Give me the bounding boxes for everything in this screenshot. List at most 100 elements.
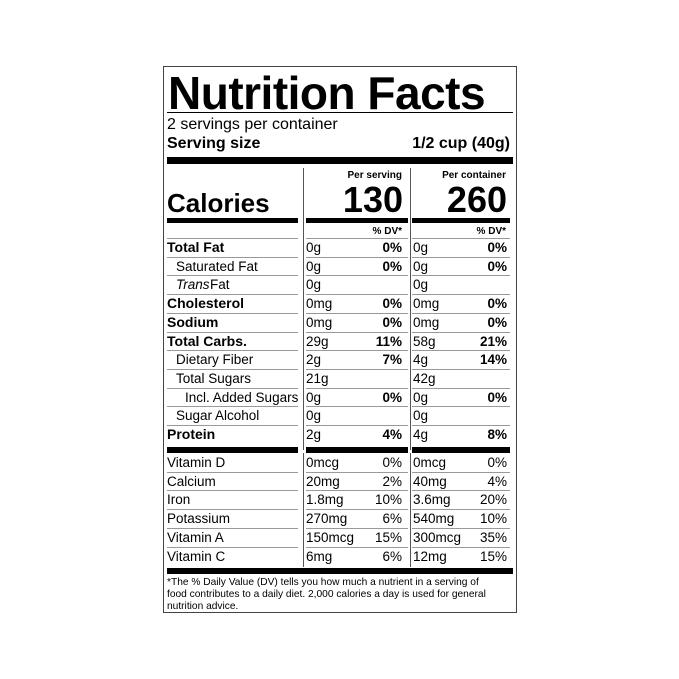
row-line — [412, 331, 510, 333]
row-line — [412, 350, 510, 352]
container-dv: 14% — [479, 352, 507, 368]
row-line — [306, 275, 408, 277]
calories-per-serving: 130 — [342, 179, 403, 220]
row-line — [412, 368, 510, 370]
row-line — [412, 256, 510, 258]
row-line — [412, 312, 510, 314]
row-line — [306, 368, 408, 370]
nutrient-name: Fat — [210, 277, 230, 293]
container-dv: 15% — [479, 548, 507, 564]
row-line — [167, 387, 298, 389]
nutrient-name: Saturated Fat — [176, 258, 258, 274]
row-line — [412, 490, 510, 492]
serving-amount: 20mg — [306, 473, 340, 489]
row-line — [306, 425, 408, 426]
row-line — [167, 294, 298, 296]
row-line — [167, 490, 298, 492]
container-dv: 0% — [487, 296, 507, 312]
serving-amount: 0mcg — [306, 455, 340, 470]
nutrient-name: Sodium — [167, 313, 219, 330]
thick-bar — [167, 568, 513, 574]
row-line — [306, 294, 408, 296]
serving-amount: 0g — [306, 389, 322, 405]
row-line — [167, 368, 298, 370]
serving-amount: 0mg — [306, 314, 333, 330]
vitamin-name: Vitamin A — [167, 529, 224, 545]
container-dv: 0% — [487, 314, 507, 330]
serving-dv: 6% — [382, 548, 402, 564]
row-line — [412, 471, 510, 473]
row-line — [167, 471, 298, 473]
column-separator — [410, 168, 411, 450]
container-amount: 0mg — [413, 314, 440, 330]
serving-amount: 1.8mg — [306, 492, 344, 508]
container-amount: 0g — [413, 408, 429, 424]
serving-amount: 29g — [306, 333, 329, 349]
row-line — [412, 238, 510, 239]
serving-dv: 0% — [382, 296, 402, 312]
vitamin-name: Vitamin C — [167, 548, 226, 564]
container-amount: 0g — [413, 240, 429, 255]
serving-amount: 0mg — [306, 296, 333, 312]
serving-amount: 6mg — [306, 548, 333, 564]
serving-size-label: Serving size — [167, 135, 261, 152]
container-dv: 0% — [487, 455, 507, 470]
row-line — [306, 546, 408, 548]
serving-amount: 21g — [306, 370, 329, 386]
footnote: *The % Daily Value (DV) tells you how mu… — [167, 577, 486, 612]
serving-amount: 150mcg — [306, 529, 355, 545]
nutrient-name: Dietary Fiber — [176, 352, 254, 368]
serving-dv: 0% — [382, 455, 402, 470]
column-separator — [410, 453, 411, 567]
dv-header: % DV* — [476, 226, 506, 237]
vitamin-name: Vitamin D — [167, 455, 226, 470]
serving-amount: 0g — [306, 408, 322, 424]
thick-bar — [412, 447, 510, 453]
nutrient-name: Total Carbs. — [167, 332, 247, 349]
container-amount: 4g — [413, 352, 429, 368]
row-line — [412, 387, 510, 389]
row-line — [167, 425, 298, 426]
row-line — [167, 350, 298, 352]
serving-amount: 2g — [306, 352, 322, 368]
container-amount: 0g — [413, 389, 429, 405]
row-line — [412, 509, 510, 511]
serving-dv: 4% — [382, 427, 402, 442]
container-dv: 8% — [487, 427, 507, 442]
row-line — [167, 406, 298, 408]
row-line — [306, 331, 408, 333]
per-container-header: Per container — [442, 170, 506, 181]
dv-header: % DV* — [372, 226, 402, 237]
row-line — [167, 238, 298, 239]
container-amount: 58g — [413, 333, 436, 349]
container-amount: 0g — [413, 277, 429, 293]
column-separator — [303, 168, 304, 450]
row-line — [167, 527, 298, 529]
serving-dv: 10% — [374, 492, 402, 508]
serving-amount: 0g — [306, 277, 322, 293]
container-amount: 12mg — [413, 548, 447, 564]
per-serving-header: Per serving — [347, 170, 402, 181]
container-dv: 10% — [479, 511, 507, 527]
container-dv: 4% — [487, 473, 507, 489]
title: Nutrition Facts — [168, 67, 486, 119]
nutrient-name: Protein — [167, 426, 216, 442]
serving-amount: 0g — [306, 240, 322, 255]
vitamin-name: Potassium — [167, 511, 231, 527]
serving-dv: 11% — [375, 333, 402, 349]
calories-label: Calories — [167, 188, 270, 218]
container-amount: 0g — [413, 258, 429, 274]
row-line — [167, 509, 298, 511]
container-dv: 0% — [487, 258, 507, 274]
thick-bar — [167, 447, 298, 453]
vitamin-name: Iron — [167, 492, 191, 508]
row-line — [306, 238, 408, 239]
row-line — [412, 546, 510, 548]
container-amount: 3.6mg — [413, 492, 451, 508]
row-line — [412, 406, 510, 408]
row-line — [306, 471, 408, 473]
nutrient-name-italic: Trans — [176, 277, 210, 293]
row-line — [167, 331, 298, 333]
row-line — [412, 425, 510, 426]
container-dv: 20% — [479, 492, 507, 508]
